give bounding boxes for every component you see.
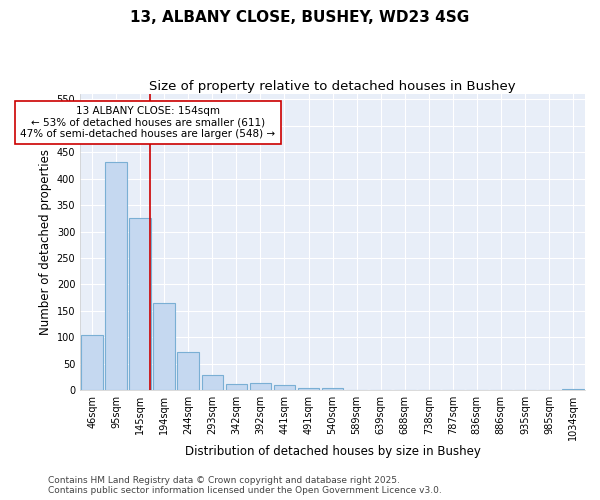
Title: Size of property relative to detached houses in Bushey: Size of property relative to detached ho…	[149, 80, 516, 93]
Bar	[130, 218, 151, 390]
Bar	[106, 162, 127, 390]
Bar	[82, 334, 103, 390]
Bar	[274, 385, 295, 390]
Text: Contains HM Land Registry data © Crown copyright and database right 2025.
Contai: Contains HM Land Registry data © Crown c…	[48, 476, 442, 495]
Bar	[154, 303, 175, 390]
Text: 13, ALBANY CLOSE, BUSHEY, WD23 4SG: 13, ALBANY CLOSE, BUSHEY, WD23 4SG	[130, 10, 470, 25]
Bar	[202, 376, 223, 390]
X-axis label: Distribution of detached houses by size in Bushey: Distribution of detached houses by size …	[185, 444, 481, 458]
Bar	[250, 384, 271, 390]
Bar	[178, 352, 199, 390]
Text: 13 ALBANY CLOSE: 154sqm
← 53% of detached houses are smaller (611)
47% of semi-d: 13 ALBANY CLOSE: 154sqm ← 53% of detache…	[20, 106, 275, 139]
Bar	[298, 388, 319, 390]
Bar	[562, 389, 584, 390]
Y-axis label: Number of detached properties: Number of detached properties	[40, 149, 52, 335]
Bar	[322, 388, 343, 390]
Bar	[226, 384, 247, 390]
